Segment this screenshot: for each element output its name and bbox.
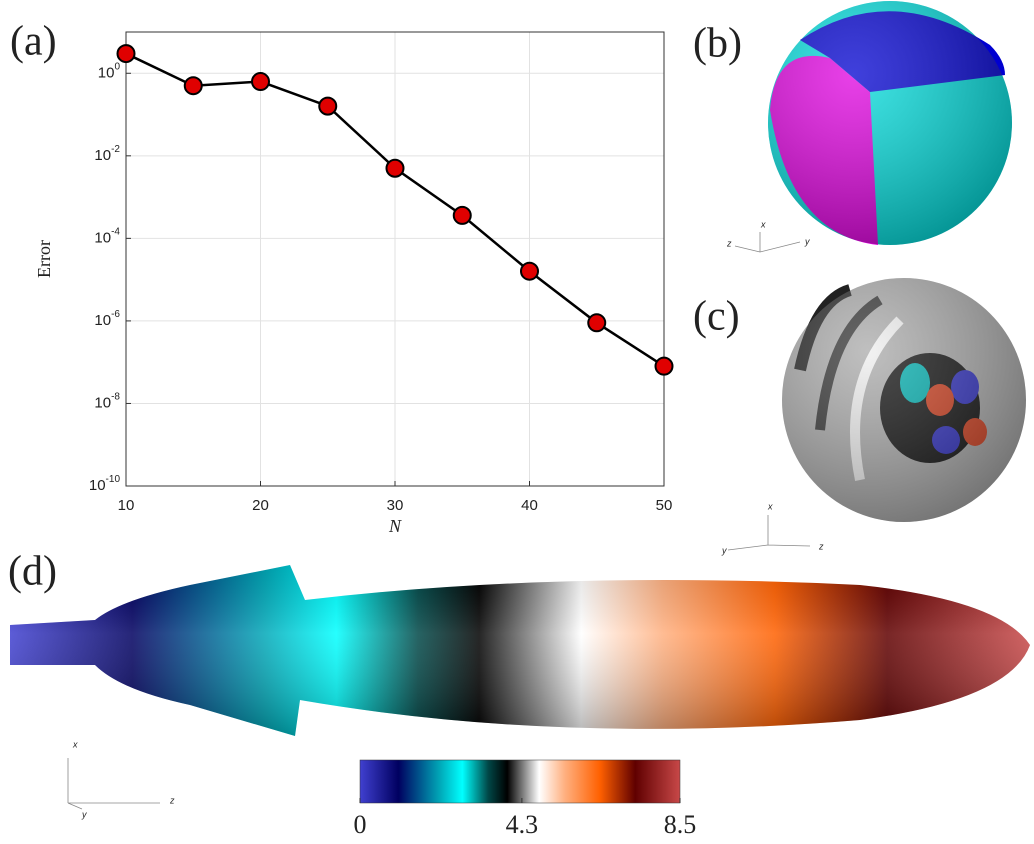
data-point (252, 73, 269, 90)
panel-label: (b) (693, 21, 742, 67)
sphere-c (782, 278, 1026, 522)
data-point (185, 77, 202, 94)
data-point (319, 98, 336, 115)
axis-triad-label: z (818, 541, 824, 551)
y-tick-label: 10-8 (94, 391, 120, 411)
y-tick-label: 10-4 (94, 226, 120, 246)
axis-triad-label: x (72, 739, 78, 749)
colorbar-tick-label: 0 (354, 810, 367, 839)
data-point (521, 263, 538, 280)
axis-triad-label: x (767, 501, 773, 511)
panel-label: (d) (8, 549, 57, 595)
panels (10, 1, 1030, 809)
y-tick-label: 100 (98, 61, 121, 81)
x-tick-label: 40 (521, 497, 538, 514)
colorbar (360, 760, 680, 803)
x-tick-label: 50 (656, 497, 673, 514)
axis-triad-label: y (721, 545, 727, 555)
body-d (10, 565, 1030, 736)
axis-triad-label: y (81, 809, 87, 819)
y-tick-label: 10-2 (94, 143, 120, 163)
data-point (454, 207, 471, 224)
panel-label: (a) (10, 19, 57, 65)
figure: 10 20 30 40 50 10-10 10-8 10-6 10-4 10-2 100 N Error… (0, 0, 1034, 844)
axis-triad-label: z (726, 238, 732, 248)
x-tick-label: 10 (118, 497, 135, 514)
y-axis-label: Error (34, 240, 54, 278)
data-point (387, 160, 404, 177)
colorbar-tick-label: 8.5 (664, 810, 697, 839)
data-point (588, 314, 605, 331)
x-tick-label: 30 (387, 497, 404, 514)
data-point (656, 358, 673, 375)
panel-label: (c) (693, 294, 740, 340)
axis-triad-label: y (804, 236, 810, 246)
axis-triad-label: x (760, 219, 766, 229)
y-tick-label: 10-10 (89, 474, 121, 494)
y-tick-label: 10-6 (94, 309, 120, 329)
x-axis-label: N (388, 516, 402, 536)
colorbar-tick-label: 4.3 (506, 810, 539, 839)
x-tick-label: 20 (252, 497, 269, 514)
data-point (118, 45, 135, 62)
sphere-b (768, 1, 1012, 245)
axis-triad-label: z (169, 795, 175, 805)
